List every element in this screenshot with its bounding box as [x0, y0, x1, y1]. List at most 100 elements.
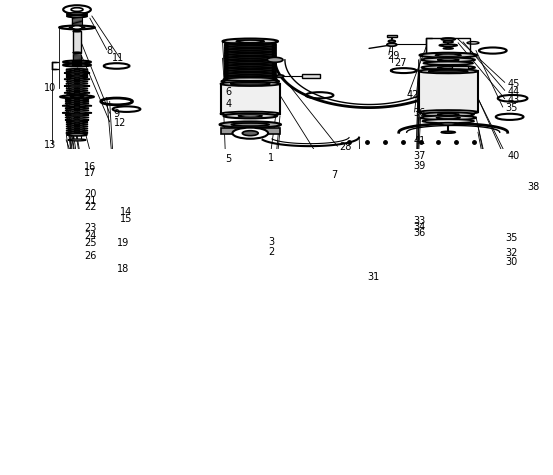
- Ellipse shape: [66, 124, 88, 125]
- Bar: [73, 31, 81, 53]
- Text: 37: 37: [414, 152, 426, 162]
- Text: 19: 19: [117, 238, 129, 248]
- Text: 17: 17: [84, 168, 96, 178]
- Ellipse shape: [69, 27, 85, 28]
- Ellipse shape: [68, 139, 86, 141]
- Ellipse shape: [74, 114, 80, 115]
- Ellipse shape: [439, 123, 457, 125]
- Ellipse shape: [439, 44, 457, 47]
- Text: 4: 4: [226, 99, 232, 109]
- Ellipse shape: [74, 128, 80, 129]
- Ellipse shape: [441, 38, 455, 40]
- Text: 2: 2: [268, 247, 274, 257]
- Text: 13: 13: [44, 140, 56, 150]
- Text: 23: 23: [84, 223, 96, 233]
- Ellipse shape: [223, 78, 277, 81]
- Text: 12: 12: [114, 118, 126, 128]
- Ellipse shape: [422, 119, 474, 123]
- Text: 18: 18: [117, 264, 129, 274]
- Ellipse shape: [421, 66, 475, 70]
- Circle shape: [63, 5, 91, 14]
- Ellipse shape: [65, 117, 89, 118]
- Ellipse shape: [74, 130, 80, 131]
- Ellipse shape: [67, 133, 87, 136]
- Ellipse shape: [74, 108, 80, 109]
- Ellipse shape: [65, 110, 89, 111]
- Ellipse shape: [67, 15, 87, 18]
- Text: 11: 11: [112, 53, 124, 63]
- Text: 30: 30: [505, 257, 518, 267]
- Text: 32: 32: [505, 248, 518, 258]
- Bar: [426, 38, 470, 54]
- Ellipse shape: [67, 13, 87, 15]
- Text: 8: 8: [107, 46, 113, 56]
- Ellipse shape: [388, 40, 395, 42]
- Ellipse shape: [420, 53, 477, 57]
- Bar: [452, 66, 468, 69]
- Ellipse shape: [66, 88, 88, 89]
- Text: 35: 35: [505, 103, 518, 113]
- Text: 9: 9: [114, 109, 120, 119]
- Ellipse shape: [437, 114, 459, 115]
- Ellipse shape: [429, 70, 468, 72]
- Ellipse shape: [74, 73, 80, 74]
- Text: 21: 21: [84, 196, 96, 206]
- Ellipse shape: [64, 72, 90, 74]
- Ellipse shape: [66, 90, 88, 91]
- Bar: [67, 14, 87, 16]
- Bar: [302, 74, 320, 78]
- Ellipse shape: [66, 130, 88, 132]
- Text: 22: 22: [84, 202, 96, 212]
- Ellipse shape: [74, 81, 80, 82]
- Ellipse shape: [421, 57, 475, 62]
- Ellipse shape: [60, 95, 94, 98]
- Ellipse shape: [74, 126, 80, 127]
- Ellipse shape: [437, 59, 459, 61]
- Ellipse shape: [65, 99, 89, 101]
- Text: 7: 7: [331, 171, 338, 180]
- Text: 41: 41: [414, 136, 426, 146]
- Bar: [419, 71, 478, 112]
- Ellipse shape: [422, 112, 474, 116]
- Ellipse shape: [74, 75, 80, 76]
- Ellipse shape: [221, 82, 280, 86]
- Text: 24: 24: [84, 230, 96, 240]
- Text: 33: 33: [414, 216, 426, 226]
- Ellipse shape: [420, 115, 476, 120]
- Bar: [221, 84, 280, 114]
- Text: 6: 6: [226, 86, 232, 96]
- Text: 43: 43: [508, 95, 520, 105]
- Ellipse shape: [65, 114, 89, 116]
- Ellipse shape: [74, 79, 80, 80]
- Text: 16: 16: [84, 162, 96, 172]
- Text: 14: 14: [119, 207, 132, 217]
- Text: 35: 35: [505, 233, 518, 243]
- Ellipse shape: [74, 101, 80, 102]
- Ellipse shape: [220, 122, 281, 128]
- Ellipse shape: [66, 81, 88, 82]
- Ellipse shape: [238, 115, 262, 117]
- Text: 27: 27: [394, 58, 406, 68]
- Ellipse shape: [73, 52, 81, 53]
- Ellipse shape: [66, 68, 88, 70]
- Text: 25: 25: [84, 238, 96, 247]
- Text: 20: 20: [84, 189, 96, 199]
- Text: 39: 39: [414, 161, 426, 171]
- Ellipse shape: [65, 119, 89, 121]
- Text: 38: 38: [528, 182, 540, 192]
- Ellipse shape: [436, 117, 460, 119]
- Ellipse shape: [63, 64, 91, 67]
- Ellipse shape: [74, 76, 80, 77]
- Ellipse shape: [222, 79, 279, 84]
- Ellipse shape: [74, 69, 80, 70]
- Ellipse shape: [65, 103, 89, 104]
- Ellipse shape: [444, 48, 453, 49]
- Ellipse shape: [74, 83, 80, 84]
- Ellipse shape: [74, 99, 80, 100]
- Bar: [221, 128, 280, 134]
- Text: 28: 28: [340, 142, 352, 152]
- Ellipse shape: [64, 92, 90, 94]
- Ellipse shape: [387, 43, 397, 46]
- Text: 10: 10: [44, 84, 56, 94]
- Ellipse shape: [74, 117, 80, 118]
